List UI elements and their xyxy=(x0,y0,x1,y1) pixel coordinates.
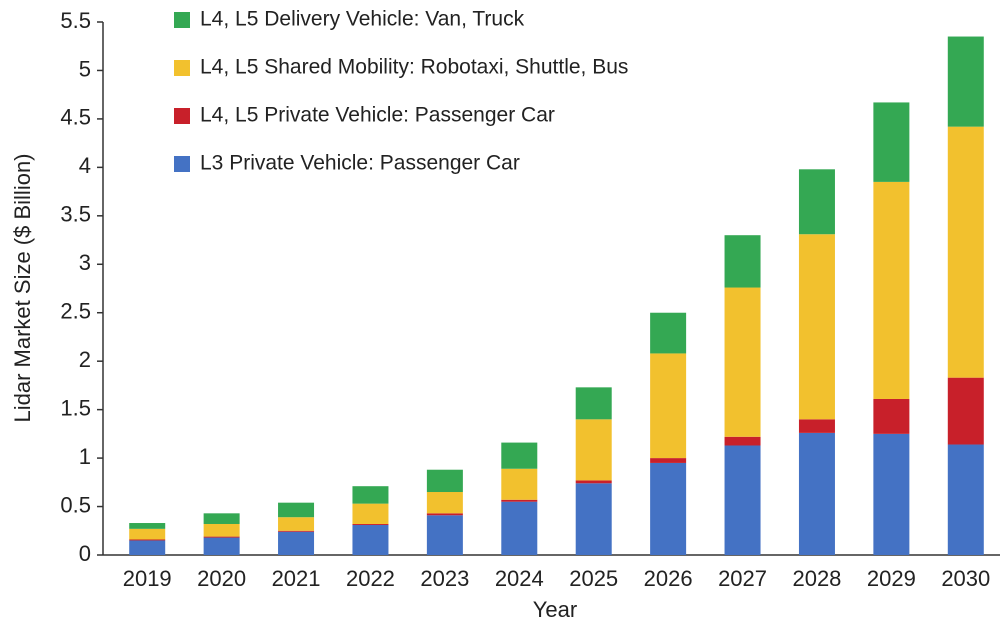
bar-segment xyxy=(426,513,463,516)
x-tick-label: 2022 xyxy=(346,566,395,591)
y-tick-label: 5 xyxy=(79,56,91,81)
x-tick-label: 2027 xyxy=(718,566,767,591)
bar-segment xyxy=(129,523,166,529)
y-tick-label: 0 xyxy=(79,541,91,566)
bar-segment xyxy=(278,517,315,531)
y-tick-label: 4.5 xyxy=(60,105,91,130)
x-tick-label: 2021 xyxy=(272,566,321,591)
x-tick-label: 2019 xyxy=(123,566,172,591)
bar-segment xyxy=(352,486,389,504)
legend-label: L3 Private Vehicle: Passenger Car xyxy=(200,152,520,175)
bar-segment xyxy=(278,530,315,532)
bar-segment xyxy=(575,419,612,481)
y-tick-label: 3 xyxy=(79,250,91,275)
x-tick-label: 2023 xyxy=(420,566,469,591)
bar-segment xyxy=(352,523,389,525)
bar-segment xyxy=(575,387,612,420)
bar-segment xyxy=(947,377,984,445)
bar-segment xyxy=(501,499,538,502)
x-tick-label: 2024 xyxy=(495,566,544,591)
bar-segment xyxy=(947,126,984,378)
bar-segment xyxy=(203,537,240,555)
bar-segment xyxy=(426,492,463,514)
y-tick-label: 3.5 xyxy=(60,202,91,227)
bar-segment xyxy=(873,433,910,555)
bar-segment xyxy=(650,462,687,555)
x-tick-label: 2030 xyxy=(941,566,990,591)
bar-segment xyxy=(650,353,687,459)
bar-segment xyxy=(724,235,761,288)
x-tick-label: 2020 xyxy=(197,566,246,591)
bar-segment xyxy=(798,419,835,433)
bar-segment xyxy=(501,501,538,555)
bar-segment xyxy=(203,513,240,524)
bar-segment xyxy=(873,398,910,434)
legend-label: L4, L5 Shared Mobility: Robotaxi, Shuttl… xyxy=(200,56,628,79)
bar-segment xyxy=(426,515,463,555)
y-tick-label: 0.5 xyxy=(60,492,91,517)
bar-segment xyxy=(947,444,984,555)
bar-segment xyxy=(724,287,761,437)
legend-label: L4, L5 Private Vehicle: Passenger Car xyxy=(200,104,555,127)
legend-swatch xyxy=(174,60,190,76)
bar-segment xyxy=(203,523,240,537)
x-axis-label: Year xyxy=(533,597,577,622)
x-tick-label: 2029 xyxy=(867,566,916,591)
bar-segment xyxy=(798,432,835,555)
bar-segment xyxy=(501,468,538,500)
x-tick-label: 2026 xyxy=(644,566,693,591)
bar-segment xyxy=(575,483,612,555)
bar-segment xyxy=(129,528,166,540)
bar-segment xyxy=(129,539,166,541)
legend-swatch xyxy=(174,108,190,124)
bar-segment xyxy=(278,531,315,555)
bar-segment xyxy=(724,436,761,446)
bar-segment xyxy=(352,503,389,524)
legend-swatch xyxy=(174,156,190,172)
bar-segment xyxy=(650,458,687,463)
legend-label: L4, L5 Delivery Vehicle: Van, Truck xyxy=(200,8,525,31)
y-tick-label: 2 xyxy=(79,347,91,372)
bar-segment xyxy=(501,442,538,469)
legend-swatch xyxy=(174,12,190,28)
y-tick-label: 4 xyxy=(79,153,91,178)
bar-segment xyxy=(873,181,910,399)
bar-segment xyxy=(203,536,240,538)
bar-segment xyxy=(798,234,835,420)
y-tick-label: 5.5 xyxy=(60,8,91,33)
bar-segment xyxy=(724,445,761,555)
y-tick-label: 1.5 xyxy=(60,395,91,420)
y-tick-label: 1 xyxy=(79,444,91,469)
bar-segment xyxy=(575,480,612,484)
bar-segment xyxy=(426,469,463,493)
bar-segment xyxy=(798,169,835,235)
x-tick-label: 2028 xyxy=(792,566,841,591)
bar-segment xyxy=(650,312,687,354)
x-tick-label: 2025 xyxy=(569,566,618,591)
bar-segment xyxy=(873,102,910,182)
y-tick-label: 2.5 xyxy=(60,299,91,324)
bar-segment xyxy=(129,540,166,555)
bar-segment xyxy=(278,502,315,518)
bar-segment xyxy=(352,524,389,555)
bar-segment xyxy=(947,36,984,127)
y-axis-label: Lidar Market Size ($ Billion) xyxy=(10,154,35,423)
